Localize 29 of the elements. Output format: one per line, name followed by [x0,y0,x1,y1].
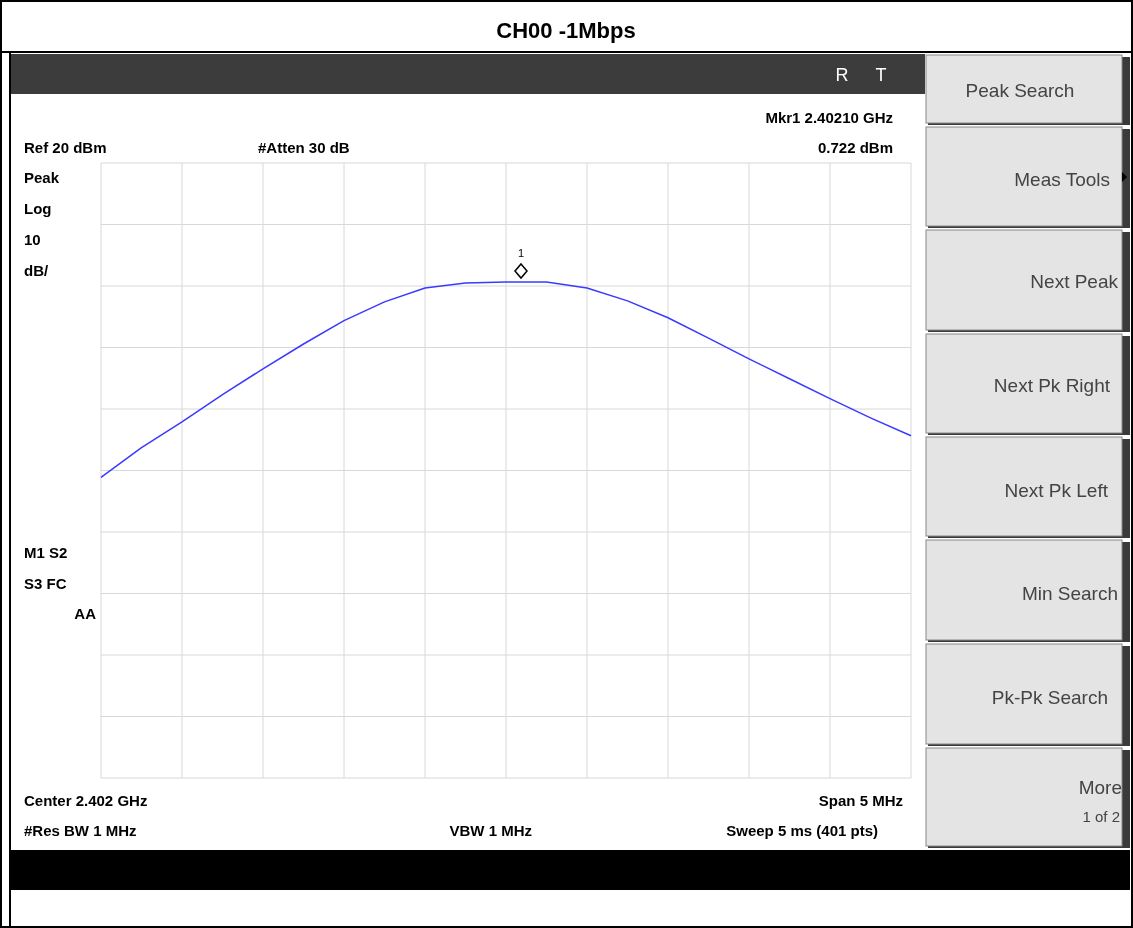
text: Sweep 5 ms (401 pts) [726,822,878,839]
text: #Atten 30 dB [258,139,350,156]
text: More [1078,777,1122,798]
text: Next Pk Right [993,375,1111,396]
chart-title: CH00 -1Mbps [496,18,636,43]
text: #Res BW 1 MHz [24,822,137,839]
text: 0.722 dBm [817,139,893,156]
text: 1 [517,247,525,259]
text: AA [74,605,97,622]
text: Next Peak [1030,271,1119,292]
text: Span 5 MHz [818,792,903,809]
text: 10 [24,231,41,248]
text: Peak [24,169,60,186]
text: T [875,65,887,85]
text: M1 S2 [24,544,68,561]
text: Ref 20 dBm [24,139,107,156]
text: R [835,65,849,85]
text: S3 FC [24,575,67,592]
text: Next Pk Left [1004,480,1109,501]
text: Min Search [1021,583,1118,604]
text: dB/ [24,262,49,279]
text: Pk-Pk Search [991,687,1108,708]
text: Meas Tools [1014,169,1110,190]
text: 1 of 2 [1082,808,1120,825]
text: VBW 1 MHz [449,822,532,839]
text: Log [24,200,52,217]
text: Mkr1 2.40210 GHz [765,109,893,126]
text: Peak Search [965,80,1075,101]
text: Center 2.402 GHz [24,792,148,809]
